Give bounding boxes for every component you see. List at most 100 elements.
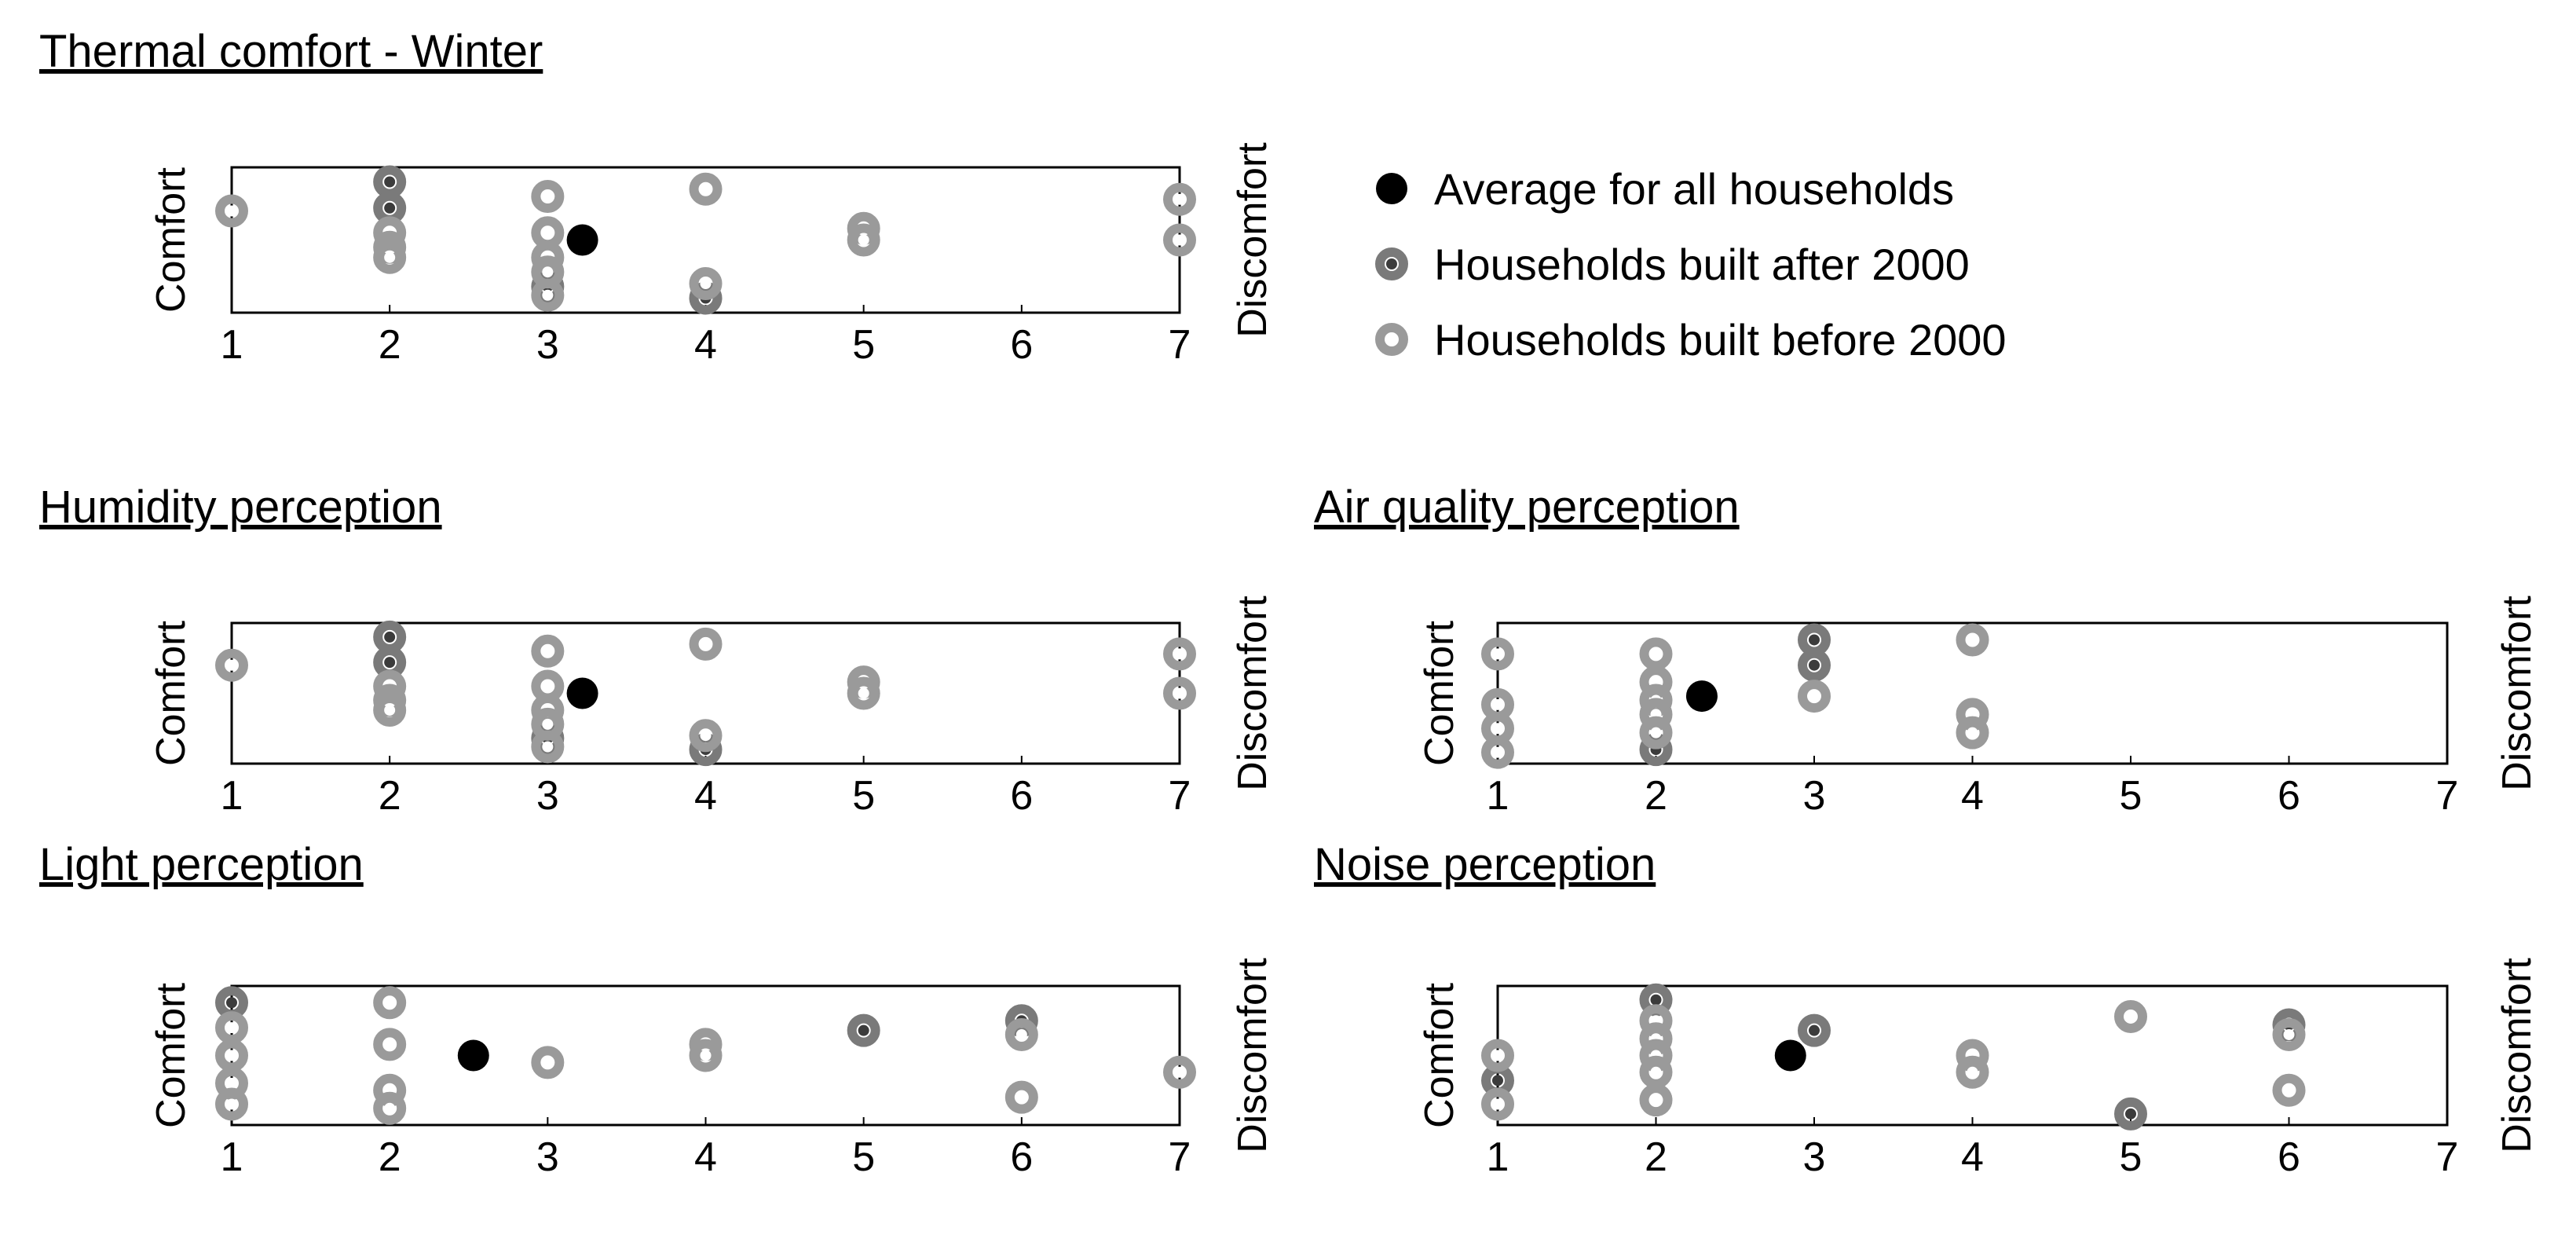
discomfort-axis-label: Discomfort [1230,142,1275,338]
panel-title: Noise perception [1314,839,1656,890]
x-tick-label: 2 [379,773,401,819]
before-2000-point [215,648,248,682]
before-2000-point [1639,1083,1673,1117]
x-tick-label: 3 [1803,1134,1826,1180]
x-tick-label: 6 [1010,773,1033,819]
x-tick-label: 7 [1169,773,1191,819]
x-tick-label: 2 [1645,773,1667,819]
panel-light-perception: Light perception Comfort Discomfort 1 2 3 4 5 6 7 [39,839,1275,1180]
x-tick-label: 7 [2436,773,2459,819]
legend-label: Households built before 2000 [1434,315,2007,365]
legend-item-average: Average for all households [1376,164,1954,214]
legend-item-after: Households built after 2000 [1375,240,1970,289]
before-2000-point [689,267,723,300]
average-point [566,224,598,256]
comfort-axis-label: Comfort [148,167,194,312]
panel-thermal-comfort-winter: Thermal comfort - Winter Comfort Discomfor… [39,26,1275,368]
x-tick-label: 1 [1487,1134,1509,1180]
before-2000-point [215,1087,248,1121]
legend: Average for all households Households bui… [1375,164,2007,365]
panel-humidity-perception: Humidity perception Comfort Discomfort 1 2 3 4… [39,482,1275,819]
before-2000-point [1163,637,1196,671]
before-2000-point [373,986,407,1020]
before-2000-point [1163,1055,1196,1089]
panel-title: Thermal comfort - Winter [39,26,543,77]
x-tick-label: 4 [1961,773,1984,819]
average-point [1685,680,1718,713]
x-tick-label: 4 [1961,1134,1984,1180]
before-2000-point [215,194,248,228]
after-2000-point [1798,648,1831,682]
x-tick-label: 5 [852,322,875,368]
after-2000-point [215,986,248,1020]
panel-title: Light perception [39,839,364,890]
x-tick-label: 7 [1169,1134,1191,1180]
before-2000-point [1163,676,1196,710]
x-tick-label: 6 [1010,322,1033,368]
x-tick-label: 2 [379,1134,401,1180]
x-tick-label: 5 [852,1134,875,1180]
panel-title: Air quality perception [1314,482,1740,533]
before-2000-point [373,240,407,274]
before-2000-point [1163,182,1196,216]
x-tick-label: 4 [694,322,717,368]
average-point [1774,1039,1806,1072]
before-2000-point [531,180,565,213]
x-tick-label: 5 [2120,773,2142,819]
after-2000-point [847,1013,880,1047]
x-tick-label: 5 [852,773,875,819]
x-tick-label: 1 [221,773,243,819]
before-2000-point [2272,1017,2306,1051]
comfort-axis-label: Comfort [1417,982,1462,1127]
x-tick-label: 4 [694,1134,717,1180]
before-2000-point [689,1039,723,1072]
x-tick-label: 3 [536,773,559,819]
discomfort-axis-label: Discomfort [2494,596,2540,791]
legend-item-before: Households built before 2000 [1375,315,2007,365]
legend-marker-before [1375,323,1408,356]
legend-label: Households built after 2000 [1434,240,1970,289]
before-2000-point [373,1091,407,1125]
before-2000-point [1956,623,1989,657]
comfort-axis-label: Comfort [1417,620,1462,765]
after-2000-point [373,165,407,199]
x-tick-label: 6 [2278,1134,2300,1180]
before-2000-point [215,1039,248,1072]
before-2000-point [1639,637,1673,671]
x-tick-label: 3 [536,1134,559,1180]
legend-marker-average [1376,173,1407,204]
before-2000-point [1481,637,1514,671]
x-tick-label: 2 [379,322,401,368]
x-tick-label: 4 [694,773,717,819]
before-2000-point [847,676,880,710]
after-2000-point [1798,1013,1831,1047]
before-2000-point [689,172,723,206]
before-2000-point [689,719,723,753]
x-tick-label: 7 [1169,322,1191,368]
before-2000-point [1639,1055,1673,1089]
panel-air-quality-perception: Air quality perception Comfort Discomfort 1… [1314,482,2540,819]
before-2000-point [531,278,565,312]
legend-marker-after [1375,247,1408,280]
before-2000-point [531,1046,565,1079]
panels: Thermal comfort - Winter Comfort Discomfor… [39,26,2540,1180]
before-2000-point [2272,1073,2306,1107]
x-tick-label: 3 [536,322,559,368]
before-2000-point [531,730,565,764]
before-2000-point [1004,1080,1038,1114]
discomfort-axis-label: Discomfort [1230,958,1275,1153]
before-2000-point [373,1028,407,1061]
x-tick-label: 6 [2278,773,2300,819]
x-tick-label: 2 [1645,1134,1667,1180]
comfort-axis-label: Comfort [148,620,194,765]
before-2000-point [689,627,723,661]
x-tick-label: 3 [1803,773,1826,819]
before-2000-point [1956,716,1989,749]
before-2000-point [1956,1055,1989,1089]
after-2000-point [2114,1097,2147,1131]
after-2000-point [373,620,407,654]
before-2000-point [1481,1087,1514,1121]
average-point [457,1039,489,1072]
before-2000-point [1481,735,1514,769]
